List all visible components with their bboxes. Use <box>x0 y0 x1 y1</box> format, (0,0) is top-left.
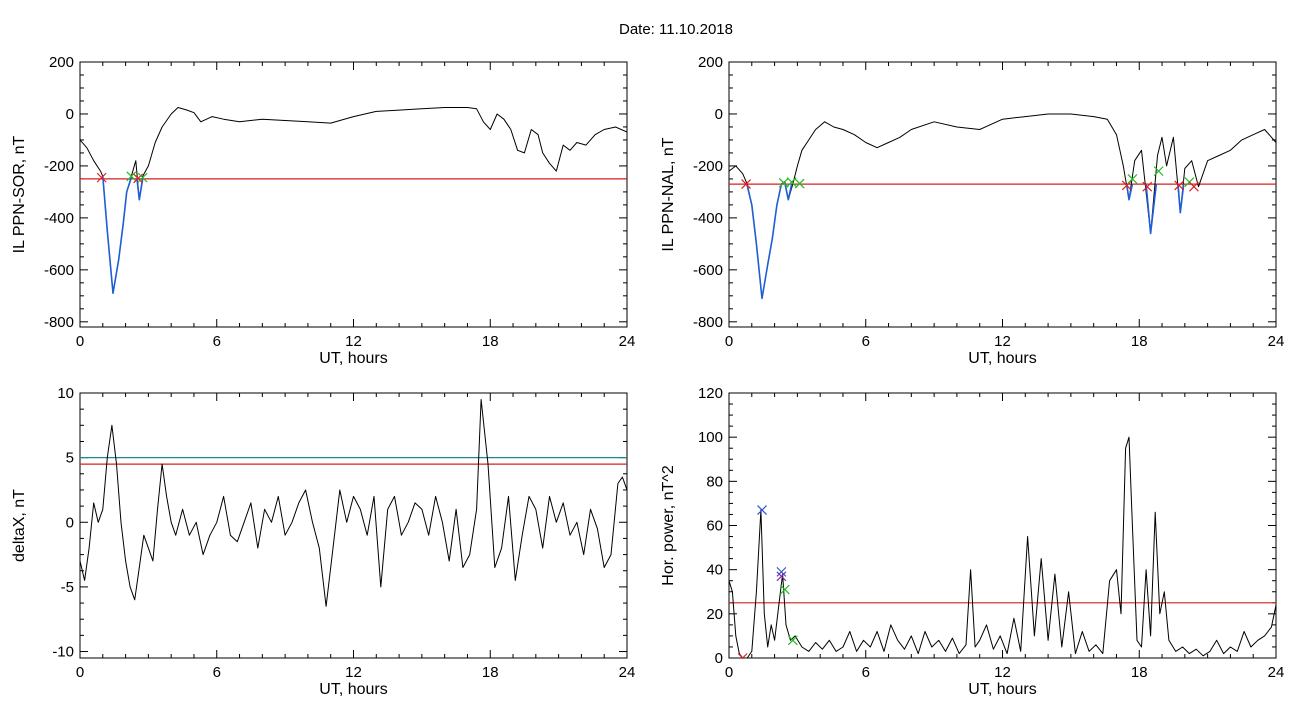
x-tick-label: 0 <box>76 333 84 350</box>
plot-area <box>729 113 1276 300</box>
y-tick-label: 100 <box>698 429 723 446</box>
panel-il-ppn-sor: 0 6 12 18 24 200 0 -200 -400 -600 -800 UT, hours IL … <box>11 54 635 367</box>
panel-il-ppn-nal: 0 6 12 18 24 200 0 -200 -400 -600 -800 UT, hours IL … <box>660 54 1284 367</box>
event-marker <box>96 172 107 183</box>
panel-deltax: 0 6 12 18 24 10 5 0 -5 -10 UT, hours deltaX, nT <box>11 385 635 698</box>
y-tick-label: -400 <box>693 210 723 227</box>
y-tick-label: -400 <box>44 210 74 227</box>
event-marker <box>741 179 752 190</box>
x-tick-label: 24 <box>1268 664 1285 681</box>
x-tick-label: 12 <box>345 664 362 681</box>
selected-interval-line <box>136 178 144 201</box>
x-tick-label: 0 <box>725 333 733 350</box>
plot-frame <box>79 61 628 328</box>
y-tick-label: -10 <box>52 644 74 661</box>
y-tick-label: 10 <box>57 385 74 402</box>
event-marker <box>1142 181 1153 192</box>
plot-area <box>80 107 627 295</box>
y-tick-label: 0 <box>66 106 74 123</box>
event-marker <box>1189 181 1199 192</box>
y-tick-label: 0 <box>715 650 723 667</box>
panel-hor-power: 0 6 12 18 24 0 20 40 60 80 100 120 UT, hours Hor. pow… <box>660 385 1284 698</box>
x-tick-label: 6 <box>213 664 221 681</box>
y-tick-label: 0 <box>715 106 723 123</box>
y-tick-label: 200 <box>49 54 74 71</box>
y-tick-label: 20 <box>706 606 723 623</box>
x-tick-label: 6 <box>862 664 870 681</box>
event-marker <box>786 177 797 187</box>
event-marker <box>757 505 767 515</box>
y-tick-label: 120 <box>698 385 723 402</box>
event-marker <box>787 635 798 646</box>
x-tick-label: 18 <box>1131 664 1148 681</box>
x-tick-label: 18 <box>1131 333 1148 350</box>
x-tick-label: 6 <box>213 333 221 350</box>
y-tick-label: -800 <box>693 314 723 331</box>
x-tick-label: 0 <box>725 664 733 681</box>
x-tick-label: 24 <box>619 664 636 681</box>
selected-interval-line <box>745 183 783 300</box>
x-axis-label: UT, hours <box>968 681 1036 698</box>
x-axis-label: UT, hours <box>968 350 1036 367</box>
x-tick-label: 12 <box>994 664 1011 681</box>
y-tick-label: -200 <box>44 158 74 175</box>
x-tick-label: 24 <box>1268 333 1285 350</box>
plot-area <box>729 436 1276 658</box>
x-axis-label: UT, hours <box>319 681 387 698</box>
x-tick-label: 0 <box>76 664 84 681</box>
plot-frame <box>728 392 1277 659</box>
event-marker <box>776 566 787 577</box>
event-marker <box>778 177 789 188</box>
y-tick-label: 0 <box>66 514 74 531</box>
selected-interval-line <box>1145 184 1158 235</box>
y-tick-label: -600 <box>44 262 74 279</box>
event-marker <box>1174 180 1185 191</box>
y-axis-label: deltaX, nT <box>11 489 28 562</box>
y-tick-label: -200 <box>693 158 723 175</box>
figure-title: Date: 11.10.2018 <box>619 21 733 38</box>
y-axis-label: Hor. power, nT^2 <box>660 465 677 586</box>
event-marker <box>776 571 787 582</box>
selected-interval-line <box>1177 184 1185 214</box>
x-tick-label: 12 <box>345 333 362 350</box>
plot-frame <box>728 61 1277 328</box>
x-tick-label: 18 <box>482 664 499 681</box>
series-line <box>80 399 627 607</box>
event-marker <box>779 584 790 595</box>
x-tick-label: 24 <box>619 333 636 350</box>
event-marker <box>1153 166 1164 177</box>
plot-area <box>80 399 627 607</box>
y-tick-label: -600 <box>693 262 723 279</box>
y-tick-label: 80 <box>706 473 723 490</box>
x-tick-label: 12 <box>994 333 1011 350</box>
event-marker <box>137 172 148 183</box>
event-marker <box>1127 173 1138 184</box>
event-marker <box>737 653 748 658</box>
selected-interval-line <box>784 182 793 201</box>
series-line <box>80 107 627 294</box>
series-line <box>729 113 1276 299</box>
y-tick-label: -5 <box>61 579 74 596</box>
y-tick-label: 40 <box>706 562 723 579</box>
y-axis-label: IL PPN-SOR, nT <box>11 135 28 253</box>
x-axis-label: UT, hours <box>319 350 387 367</box>
y-axis-label: IL PPN-NAL, nT <box>660 137 677 251</box>
y-tick-label: 5 <box>66 450 74 467</box>
selected-interval-line <box>101 175 133 295</box>
y-tick-label: 60 <box>706 518 723 535</box>
event-marker <box>126 171 137 182</box>
event-marker <box>794 178 805 189</box>
plot-frame <box>79 392 628 659</box>
y-tick-label: 200 <box>698 54 723 71</box>
x-tick-label: 18 <box>482 333 499 350</box>
y-tick-label: -800 <box>44 314 74 331</box>
series-line <box>729 436 1276 658</box>
x-tick-label: 6 <box>862 333 870 350</box>
